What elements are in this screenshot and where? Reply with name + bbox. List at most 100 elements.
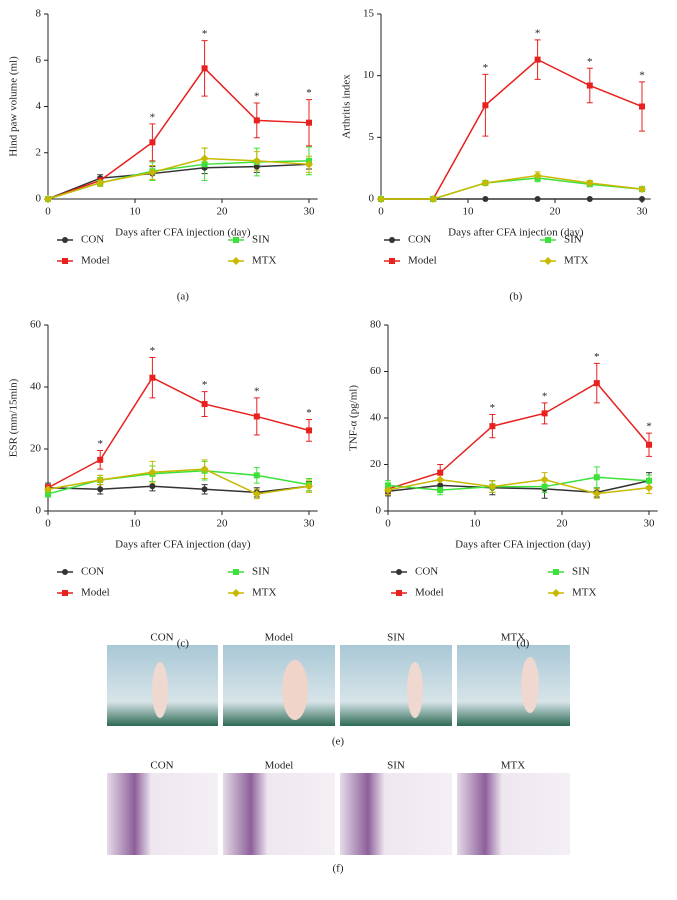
legend-label: CON — [415, 566, 438, 578]
legend-label: MTX — [252, 587, 277, 599]
significance: * — [202, 28, 208, 40]
series-line — [387, 480, 650, 494]
y-tick-label: 20 — [370, 458, 382, 470]
marker — [377, 195, 385, 203]
marker — [645, 483, 653, 492]
photo — [457, 645, 570, 726]
x-tick-label: 0 — [378, 206, 384, 218]
series-line — [381, 177, 643, 200]
marker — [384, 486, 392, 495]
marker — [232, 257, 240, 265]
significance: * — [306, 407, 312, 419]
series-line — [47, 157, 310, 200]
paw — [282, 660, 308, 720]
marker — [62, 569, 68, 575]
marker — [593, 380, 600, 387]
marker — [201, 401, 208, 408]
y-axis-label: ESR (mm/15min) — [8, 378, 20, 457]
marker — [585, 178, 594, 187]
marker — [62, 258, 68, 264]
paw — [152, 662, 168, 718]
marker — [305, 160, 313, 169]
x-tick-label: 10 — [463, 206, 475, 218]
marker — [253, 117, 260, 124]
marker — [201, 161, 208, 168]
series-line — [47, 468, 310, 495]
marker — [306, 427, 312, 434]
marker — [97, 456, 104, 463]
legend-label: CON — [81, 234, 104, 246]
y-tick-label: 2 — [36, 146, 42, 158]
x-tick-label: 0 — [45, 518, 51, 530]
marker — [385, 482, 391, 489]
series-line — [47, 376, 310, 489]
photo-label: SIN — [387, 632, 405, 644]
y-tick-label: 0 — [36, 505, 42, 517]
marker — [639, 103, 645, 110]
photo-label: MTX — [501, 760, 526, 772]
marker — [437, 487, 444, 494]
marker — [200, 154, 209, 163]
photo-label: Model — [265, 632, 294, 644]
marker — [429, 195, 438, 203]
panel-label: (a) — [177, 291, 190, 303]
marker — [201, 486, 208, 493]
marker — [305, 482, 313, 491]
x-tick-label: 30 — [637, 206, 649, 218]
y-tick-label: 40 — [370, 412, 382, 424]
marker — [149, 483, 156, 490]
y-tick-label: 60 — [370, 365, 382, 377]
marker — [544, 257, 552, 265]
y-tick-label: 0 — [376, 505, 382, 517]
marker — [436, 475, 445, 484]
x-axis-label: Days after CFA injection (day) — [115, 227, 251, 239]
marker — [541, 410, 548, 417]
marker — [44, 195, 52, 203]
marker — [586, 196, 593, 202]
marker — [253, 163, 260, 170]
marker — [646, 477, 652, 484]
significance: * — [150, 345, 156, 357]
photo — [457, 773, 570, 855]
y-tick-label: 0 — [36, 193, 42, 205]
y-tick-label: 10 — [363, 69, 375, 81]
y-tick-label: 20 — [30, 443, 42, 455]
marker — [253, 472, 260, 479]
marker — [389, 258, 395, 264]
marker — [396, 590, 402, 596]
marker — [148, 168, 157, 177]
x-tick-label: 30 — [304, 518, 316, 530]
photo-label: MTX — [501, 632, 526, 644]
legend-label: SIN — [252, 234, 270, 246]
y-axis-label: Hind paw volume (ml) — [8, 56, 20, 157]
photo — [223, 773, 335, 855]
significance: * — [97, 438, 103, 450]
paw — [407, 662, 423, 718]
marker — [389, 237, 395, 243]
significance: * — [202, 379, 208, 391]
y-tick-label: 80 — [370, 319, 382, 331]
series-line — [47, 469, 310, 495]
photo-row-f — [107, 773, 570, 855]
legend-label: MTX — [564, 255, 589, 267]
x-tick-label: 20 — [217, 518, 229, 530]
series-line — [47, 485, 310, 494]
axis — [47, 14, 318, 200]
marker — [252, 156, 261, 165]
x-axis-label: Days after CFA injection (day) — [448, 227, 584, 239]
marker — [97, 486, 104, 493]
marker — [396, 569, 402, 575]
marker — [638, 185, 646, 194]
y-tick-label: 15 — [363, 8, 375, 20]
y-axis-label: Arthritis index — [341, 74, 353, 139]
legend-label: SIN — [564, 234, 582, 246]
significance: * — [483, 62, 489, 74]
marker — [534, 196, 541, 202]
marker — [482, 102, 489, 109]
significance: * — [306, 87, 312, 99]
y-tick-label: 6 — [36, 54, 42, 66]
marker — [541, 483, 548, 490]
series-line — [387, 478, 650, 495]
legend-label: SIN — [572, 566, 590, 578]
series-line — [381, 174, 643, 200]
